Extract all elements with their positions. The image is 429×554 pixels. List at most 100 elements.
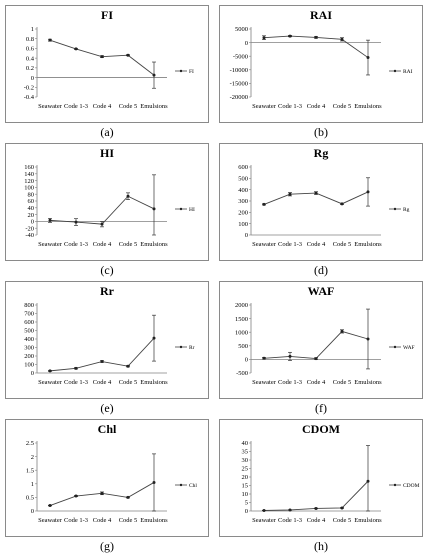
caption-g: (g) bbox=[100, 539, 114, 553]
x-category-label: Code 1-3 bbox=[64, 241, 88, 248]
data-point bbox=[340, 37, 344, 41]
chl-chart: Chl 0 0.5 1 1.5 2 2.5 Seawater Code 1-3 Code 4 Cod… bbox=[26, 422, 198, 524]
x-category-label: Emulsions bbox=[140, 103, 168, 110]
legend-marker bbox=[179, 69, 183, 73]
data-point bbox=[262, 356, 266, 360]
caption-e: (e) bbox=[100, 401, 114, 415]
y-tick-label: 0 bbox=[31, 219, 34, 226]
data-point bbox=[48, 38, 52, 42]
x-category-label: Code 4 bbox=[93, 241, 112, 248]
y-tick-label: 1 bbox=[31, 481, 34, 488]
caption-h: (h) bbox=[314, 539, 328, 553]
data-point bbox=[100, 360, 104, 364]
rg-chart: Rg 0 100 200 300 400 500 600 Seawater Code 1-3 Cod… bbox=[238, 146, 410, 248]
y-tick-label: 80 bbox=[28, 191, 35, 198]
x-category-label: Seawater bbox=[252, 517, 277, 524]
x-category-label: Emulsions bbox=[140, 379, 168, 386]
x-category-label: Code 5 bbox=[119, 241, 138, 248]
y-tick-label: 60 bbox=[28, 198, 35, 205]
y-tick-label: 0.6 bbox=[26, 46, 35, 53]
panel-frame bbox=[219, 143, 423, 261]
y-tick-label: 40 bbox=[28, 205, 35, 212]
fi-chart: FI -0.4 -0.2 0 0.2 0.4 0.6 0.8 1 Seawater Code 1-3… bbox=[24, 8, 194, 110]
y-tick-label: 0 bbox=[245, 508, 248, 515]
legend-label: Rg bbox=[403, 207, 410, 213]
x-category-label: Code 4 bbox=[93, 379, 112, 386]
data-point bbox=[314, 35, 318, 39]
waf-chart: WAF -500 0 500 1000 1500 2000 Seawater Code 1-3 C… bbox=[235, 284, 415, 386]
legend-marker bbox=[179, 207, 183, 211]
data-point bbox=[262, 508, 266, 512]
y-tick-label: -500 bbox=[236, 370, 248, 377]
y-tick-label: 0 bbox=[31, 370, 34, 377]
x-category-label: Seawater bbox=[252, 103, 277, 110]
data-point bbox=[262, 202, 266, 206]
x-category-label: Emulsions bbox=[140, 517, 168, 524]
y-tick-label: 0 bbox=[245, 357, 248, 364]
chart-title: Rg bbox=[314, 146, 329, 160]
y-tick-label: 1 bbox=[31, 26, 34, 33]
data-point bbox=[126, 364, 130, 368]
legend-marker bbox=[393, 345, 397, 349]
data-point bbox=[74, 494, 78, 498]
data-point bbox=[314, 191, 318, 195]
chart-title: FI bbox=[101, 8, 113, 22]
data-point bbox=[152, 207, 156, 211]
y-tick-label: -0.2 bbox=[24, 84, 34, 91]
legend-label: FI bbox=[189, 69, 194, 75]
y-tick-label: 140 bbox=[24, 171, 34, 178]
legend-marker bbox=[179, 483, 183, 487]
panel-frame bbox=[219, 5, 423, 123]
x-category-label: Emulsions bbox=[354, 241, 382, 248]
y-tick-label: 120 bbox=[24, 178, 34, 185]
data-point bbox=[366, 337, 370, 341]
y-tick-label: 400 bbox=[238, 187, 248, 194]
y-tick-label: 40 bbox=[242, 440, 249, 447]
data-point bbox=[48, 504, 52, 508]
y-tick-label: 0 bbox=[31, 75, 34, 82]
y-tick-label: 35 bbox=[242, 449, 249, 456]
data-point bbox=[100, 222, 104, 226]
y-tick-label: 400 bbox=[24, 336, 34, 343]
y-tick-label: 10 bbox=[242, 491, 249, 498]
y-tick-label: 30 bbox=[242, 457, 249, 464]
series-line bbox=[263, 480, 369, 511]
series-line bbox=[49, 337, 155, 372]
x-category-label: Seawater bbox=[38, 103, 63, 110]
y-tick-label: 1000 bbox=[235, 329, 248, 336]
y-tick-label: 20 bbox=[28, 212, 35, 219]
legend-marker bbox=[393, 69, 397, 73]
caption-a: (a) bbox=[100, 125, 114, 139]
data-point bbox=[48, 218, 52, 222]
chart-title: Chl bbox=[98, 422, 117, 436]
data-point bbox=[100, 55, 104, 59]
x-category-label: Code 4 bbox=[307, 517, 326, 524]
y-tick-label: 100 bbox=[24, 362, 34, 369]
data-point bbox=[126, 495, 130, 499]
x-category-label: Code 5 bbox=[333, 241, 352, 248]
chart-title: Rr bbox=[100, 284, 115, 298]
panel-frame bbox=[219, 281, 423, 399]
x-category-label: Code 5 bbox=[119, 379, 138, 386]
data-point bbox=[152, 336, 156, 340]
y-tick-label: -0.4 bbox=[24, 94, 35, 101]
y-tick-label: -20000 bbox=[230, 94, 248, 101]
y-tick-label: 0.5 bbox=[26, 495, 34, 502]
y-tick-label: -10000 bbox=[230, 67, 248, 74]
caption-d: (d) bbox=[314, 263, 328, 277]
legend-marker bbox=[393, 207, 397, 211]
data-point bbox=[366, 56, 370, 60]
y-tick-label: -40 bbox=[25, 232, 34, 239]
y-tick-label: 0 bbox=[31, 508, 34, 515]
data-point bbox=[126, 194, 130, 198]
x-category-label: Code 5 bbox=[333, 517, 352, 524]
y-tick-label: -5000 bbox=[233, 53, 248, 60]
data-point bbox=[340, 506, 344, 510]
x-category-label: Code 1-3 bbox=[64, 517, 88, 524]
y-tick-label: 5000 bbox=[235, 26, 248, 33]
x-category-label: Code 1-3 bbox=[278, 379, 302, 386]
data-point bbox=[288, 34, 292, 38]
data-point bbox=[262, 36, 266, 40]
y-tick-label: 100 bbox=[238, 221, 248, 228]
